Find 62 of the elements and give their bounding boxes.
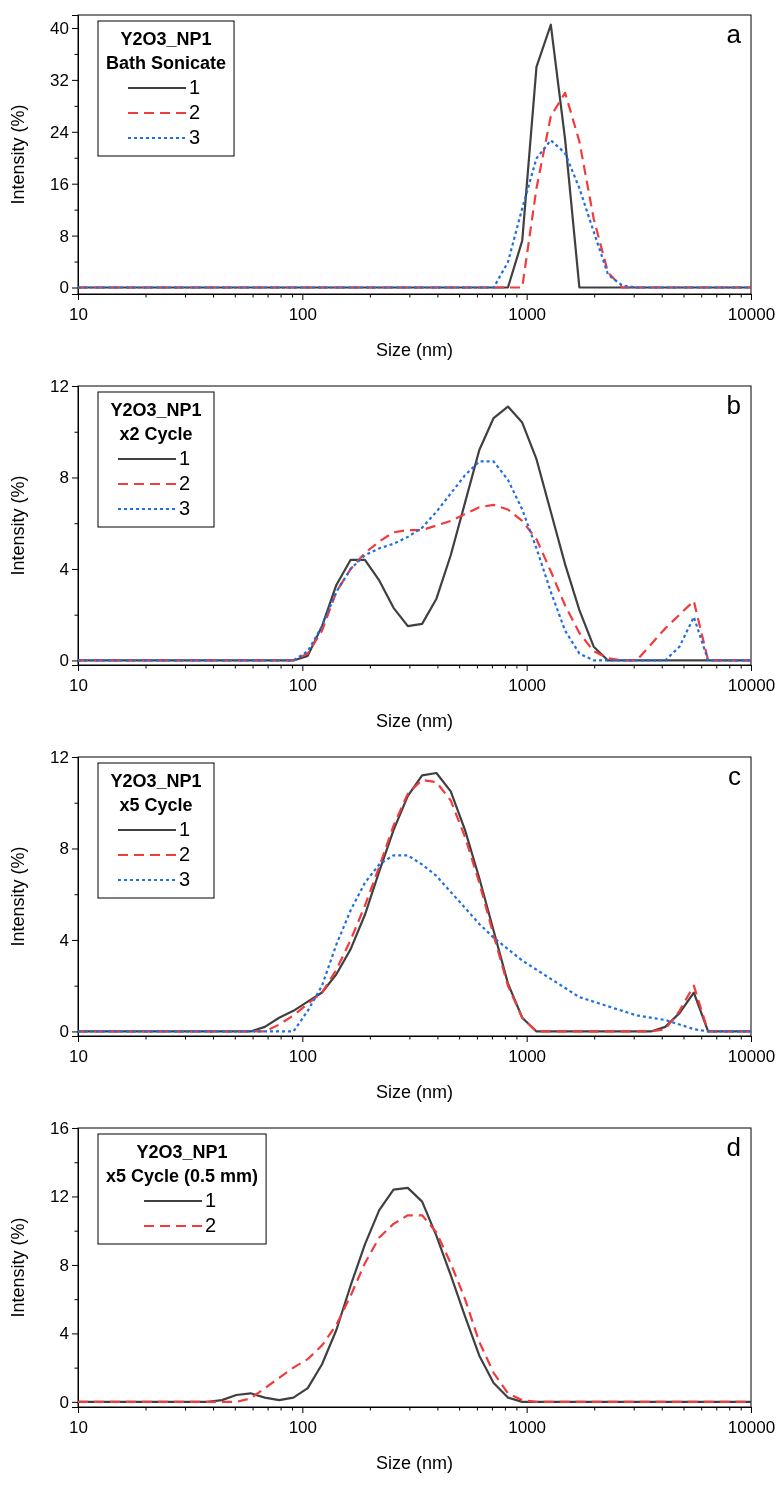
legend-label: 3 [179, 497, 191, 519]
y-tick-label: 12 [50, 376, 69, 396]
x-axis-title: Size (nm) [375, 340, 454, 360]
x-tick-label: 1000 [508, 1418, 547, 1437]
legend-label: 3 [189, 126, 201, 148]
x-tick-label: 1000 [508, 676, 547, 695]
x-axis-title: Size (nm) [375, 711, 454, 731]
legend-label: 2 [189, 101, 201, 123]
y-tick-label: 4 [59, 1324, 69, 1344]
legend-label: 2 [179, 472, 191, 494]
x-tick-label: 100 [288, 1047, 318, 1066]
y-tick-label: 0 [59, 1022, 69, 1042]
y-tick-label: 8 [59, 1255, 69, 1275]
y-tick-label: 12 [50, 1187, 69, 1207]
chart-title: d [726, 1132, 741, 1162]
y-tick-label: 12 [50, 747, 69, 767]
y-tick-label: 40 [50, 18, 69, 38]
legend-label: 2 [179, 843, 191, 865]
x-tick-label: 10 [69, 305, 88, 324]
y-tick-label: 4 [59, 559, 69, 579]
x-axis-title: Size (nm) [375, 1082, 454, 1102]
legend-title: Y2O3_NP1 x5 Cycle [110, 771, 202, 815]
y-axis-title: Intensity (%) [8, 1217, 28, 1318]
chart-title: b [726, 390, 741, 420]
y-tick-label: 24 [50, 122, 69, 142]
legend-title: Y2O3_NP1 Bath Sonicate [106, 29, 227, 73]
x-tick-label: 1000 [508, 305, 547, 324]
y-axis-title: Intensity (%) [8, 104, 28, 205]
legend-label: 3 [179, 868, 191, 890]
x-tick-label: 10000 [727, 305, 776, 324]
x-tick-label: 1000 [508, 1047, 547, 1066]
x-tick-label: 10 [69, 1418, 88, 1437]
legend-label: 1 [189, 76, 201, 98]
x-tick-label: 10000 [727, 1418, 776, 1437]
y-tick-label: 8 [59, 839, 69, 859]
chart-title: c [728, 761, 741, 791]
y-axis-title: Intensity (%) [8, 846, 28, 947]
legend-label: 2 [205, 1214, 217, 1236]
y-tick-label: 8 [59, 226, 69, 246]
y-tick-label: 32 [50, 70, 69, 90]
y-tick-label: 0 [59, 1392, 69, 1412]
legend-title: Y2O3_NP1 x5 Cycle (0.5 mm) [106, 1142, 259, 1186]
y-tick-label: 0 [59, 651, 69, 671]
y-tick-label: 16 [50, 174, 69, 194]
legend-label: 1 [205, 1189, 217, 1211]
x-tick-label: 100 [288, 1418, 318, 1437]
x-tick-label: 10000 [727, 676, 776, 695]
legend-title: Y2O3_NP1 x2 Cycle [110, 400, 202, 444]
x-tick-label: 10 [69, 676, 88, 695]
chart-title: a [726, 19, 742, 49]
y-tick-label: 8 [59, 468, 69, 488]
legend-label: 1 [179, 818, 191, 840]
x-tick-label: 10 [69, 1047, 88, 1066]
x-axis-title: Size (nm) [375, 1453, 454, 1473]
x-tick-label: 100 [288, 676, 318, 695]
x-tick-label: 100 [288, 305, 318, 324]
y-axis-title: Intensity (%) [8, 475, 28, 576]
x-tick-label: 10000 [727, 1047, 776, 1066]
legend-label: 1 [179, 447, 191, 469]
y-tick-label: 4 [59, 930, 69, 950]
y-tick-label: 0 [59, 278, 69, 298]
y-tick-label: 16 [50, 1118, 69, 1138]
